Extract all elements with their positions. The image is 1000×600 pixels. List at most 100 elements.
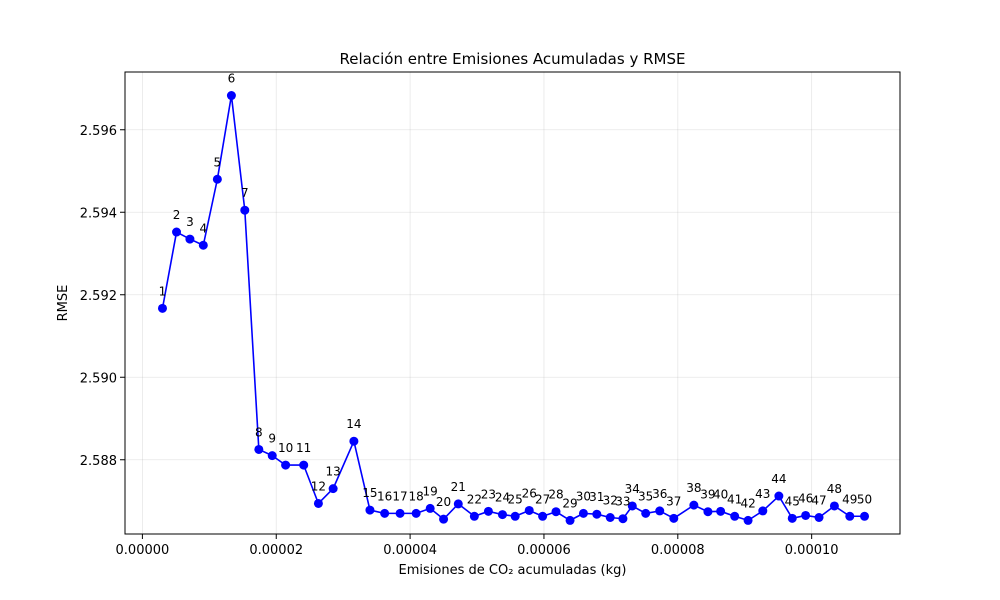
data-point-label: 10 [278, 441, 293, 455]
data-point-marker [551, 507, 561, 517]
data-point-label: 16 [377, 489, 392, 503]
data-point-label: 7 [241, 186, 249, 200]
data-point-marker [254, 444, 264, 454]
data-point-label: 8 [255, 425, 263, 439]
x-tick-label: 0.00010 [785, 543, 839, 558]
data-point-marker [787, 513, 797, 523]
data-point-label: 5 [214, 155, 222, 169]
data-point-label: 31 [589, 490, 604, 504]
y-tick-label: 2.594 [80, 206, 117, 221]
data-point-label: 28 [548, 488, 563, 502]
data-point-label: 2 [173, 208, 181, 222]
data-point-label: 21 [451, 480, 466, 494]
data-point-label: 18 [408, 489, 423, 503]
y-tick-label: 2.588 [80, 454, 117, 469]
data-point-marker [730, 511, 740, 521]
data-point-marker [814, 513, 824, 522]
data-point-marker [618, 514, 628, 524]
data-point-label: 30 [576, 489, 591, 503]
data-point-marker [267, 451, 277, 461]
data-point-marker [439, 514, 449, 524]
plot-frame [124, 71, 901, 535]
data-point-label: 13 [325, 465, 340, 479]
data-point-marker [411, 508, 421, 518]
x-tick-label: 0.00002 [249, 543, 303, 558]
y-tick-label: 2.592 [80, 289, 117, 304]
data-point-marker [198, 240, 208, 250]
data-point-label: 4 [199, 221, 207, 235]
y-tick-label: 2.596 [80, 124, 117, 139]
data-point-label: 50 [857, 492, 872, 506]
data-point-label: 44 [771, 472, 786, 486]
data-point-label: 20 [436, 495, 451, 509]
x-tick-label: 0.00006 [517, 543, 571, 558]
data-point-marker [641, 508, 651, 518]
data-point-label: 3 [186, 215, 194, 229]
data-point-marker [395, 508, 405, 518]
data-point-marker [627, 501, 637, 511]
data-point-marker [860, 511, 870, 521]
data-point-marker [349, 436, 359, 446]
data-point-marker [185, 234, 195, 244]
data-point-label: 34 [625, 482, 640, 496]
series-line [161, 94, 865, 522]
y-tick-layer: 2.588 2.590 2.592 2.594 2.596 [80, 124, 125, 469]
data-point-label: 1 [159, 284, 167, 298]
data-point-marker [716, 506, 726, 516]
data-point-marker [483, 506, 493, 516]
data-point-label: 48 [827, 482, 842, 496]
data-point-label: 19 [423, 484, 438, 498]
data-point-marker [453, 499, 463, 509]
data-point-label: 23 [481, 487, 496, 501]
data-point-marker [328, 484, 338, 494]
data-point-label: 40 [713, 487, 728, 501]
data-point-label: 37 [666, 494, 681, 508]
data-point-marker [365, 505, 375, 515]
data-point-marker [380, 508, 390, 518]
x-tick-label: 0.00004 [383, 543, 437, 558]
data-point-label: 17 [392, 489, 407, 503]
x-tick-label: 0.00008 [651, 543, 705, 558]
x-axis-title: Emisiones de CO₂ acumuladas (kg) [399, 563, 627, 578]
data-point-marker [801, 510, 811, 520]
data-point-label: 46 [798, 491, 813, 505]
data-point-marker [281, 460, 291, 470]
data-point-label: 12 [311, 479, 326, 493]
data-point-label: 25 [508, 492, 523, 506]
data-point-marker [524, 505, 534, 515]
data-point-label: 42 [740, 496, 755, 510]
data-point-label: 39 [700, 488, 715, 502]
data-point-marker [425, 503, 435, 513]
data-point-marker [497, 510, 507, 520]
y-tick-label: 2.590 [80, 371, 117, 386]
data-point-marker [774, 491, 784, 501]
x-tick-label: 0.00000 [116, 543, 170, 558]
data-point-label: 29 [562, 496, 577, 510]
data-point-label: 45 [785, 494, 800, 508]
data-point-label: 22 [467, 492, 482, 506]
data-point-label: 35 [638, 489, 653, 503]
data-point-label: 14 [346, 417, 361, 431]
data-point-marker [469, 511, 479, 521]
data-point-label: 15 [362, 486, 377, 500]
data-point-label: 6 [228, 72, 236, 86]
data-point-label: 27 [535, 492, 550, 506]
data-point-marker [743, 515, 753, 525]
grid-layer [125, 72, 900, 534]
chart-title: Relación entre Emisiones Acumuladas y RM… [340, 50, 686, 68]
data-point-marker [240, 205, 250, 215]
data-point-marker [605, 513, 615, 522]
data-point-marker [510, 511, 520, 521]
data-point-marker [655, 506, 665, 516]
data-point-label: 49 [842, 492, 857, 506]
data-point-label: 9 [268, 432, 276, 446]
data-point-label: 26 [522, 486, 537, 500]
data-point-label: 32 [603, 494, 618, 508]
data-point-marker [226, 91, 236, 101]
data-point-marker [172, 227, 182, 237]
x-tick-layer: 0.00000 0.00002 0.00004 0.00006 0.00008 0.000… [116, 534, 839, 558]
data-point-marker [565, 515, 575, 525]
data-point-marker [669, 513, 679, 523]
data-point-marker [703, 507, 713, 517]
